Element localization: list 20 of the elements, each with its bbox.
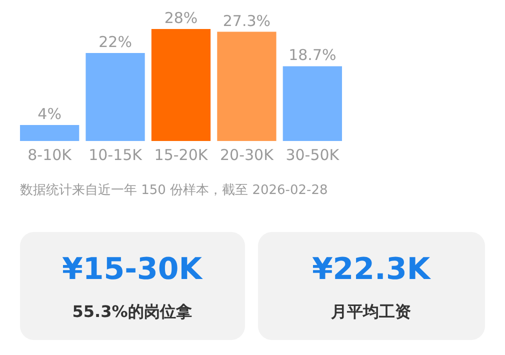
- x-tick-label: 8-10K: [28, 146, 73, 164]
- bar: [86, 53, 145, 141]
- x-tick-label: 10-15K: [88, 146, 144, 164]
- x-tick-label: 15-20K: [154, 146, 209, 164]
- bar: [20, 125, 80, 141]
- text: 55.3%的岗位拿: [72, 302, 192, 321]
- x-tick-label: 30-50K: [286, 146, 340, 164]
- bar: [217, 32, 276, 141]
- text: 月平均工资: [330, 302, 411, 321]
- data-label: 27.3%: [222, 12, 271, 30]
- data-label: 4%: [38, 105, 62, 123]
- text: ¥22.3K: [312, 252, 432, 287]
- data-label: 22%: [98, 33, 132, 51]
- text: 数据统计来自近一年 150 份样本，截至 2026-02-28: [20, 183, 328, 198]
- bar: [282, 66, 342, 141]
- data-label: 28%: [164, 9, 198, 27]
- text: ¥15-30K: [62, 252, 204, 287]
- x-tick-label: 20-30K: [220, 146, 275, 164]
- data-label: 18.7%: [288, 46, 336, 64]
- bar: [151, 29, 211, 141]
